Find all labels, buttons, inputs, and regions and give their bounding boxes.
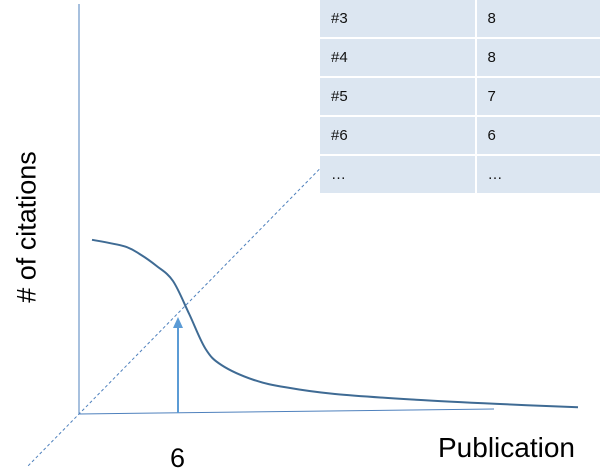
table-cell-citations: 8 xyxy=(475,0,601,39)
x-axis-label: Publication xyxy=(438,432,575,463)
x-axis-line xyxy=(78,408,495,415)
table-cell-citations: … xyxy=(475,155,601,195)
diagonal-line xyxy=(27,138,350,467)
citation-curve xyxy=(91,238,579,409)
citation-curve-group xyxy=(91,238,579,409)
axes xyxy=(78,4,495,415)
citation-table: #3 8 #4 8 #5 7 #6 6 … … xyxy=(320,0,601,195)
table-cell-paper: #4 xyxy=(320,38,477,78)
table-cell-paper: #5 xyxy=(320,77,477,117)
h-index-arrow-group xyxy=(173,317,183,413)
table-cell-citations: 8 xyxy=(475,38,601,78)
table-cell-citations: 6 xyxy=(475,116,601,156)
diagonal-line-group xyxy=(27,138,350,467)
table-row: #3 8 xyxy=(320,0,601,39)
table-cell-paper: #3 xyxy=(320,0,477,39)
h-index-arrow-head xyxy=(173,317,183,328)
table-row: #4 8 xyxy=(320,38,601,78)
x-tick-label: 6 xyxy=(170,443,186,473)
y-axis-label-text: # of citations xyxy=(11,151,42,303)
table-cell-citations: 7 xyxy=(475,77,601,117)
table-cell-paper: … xyxy=(320,155,477,195)
table-row: #6 6 xyxy=(320,116,601,156)
table-cell-paper: #6 xyxy=(320,116,477,156)
table-row: #5 7 xyxy=(320,77,601,117)
table-row: … … xyxy=(320,155,601,195)
